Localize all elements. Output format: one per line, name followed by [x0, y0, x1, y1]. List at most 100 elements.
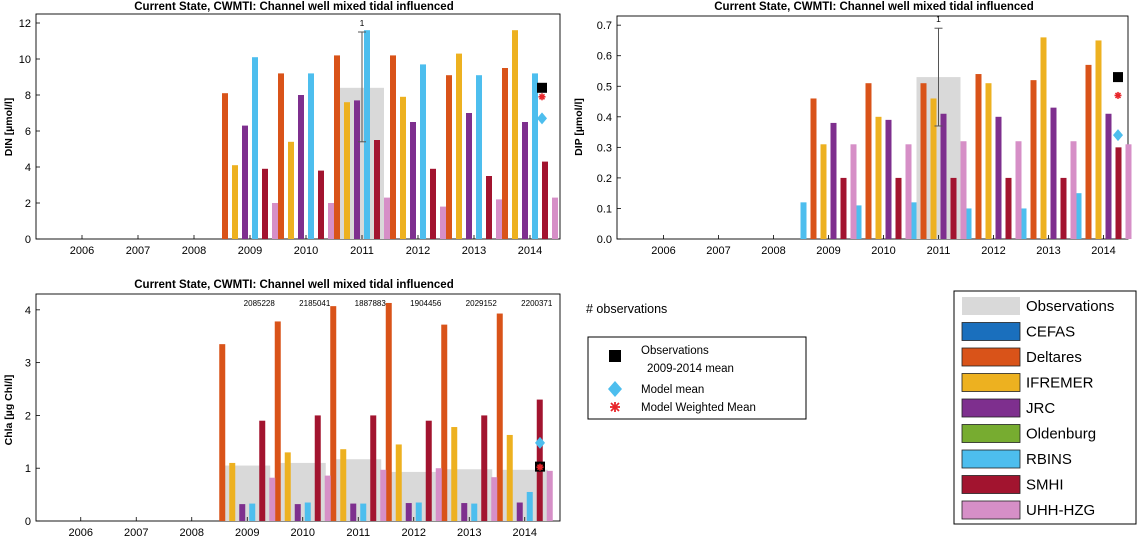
dip-bar-rbins — [1020, 208, 1027, 239]
din-y-tick-label: 12 — [19, 18, 31, 30]
dip-bar-uhh-hzg — [905, 144, 912, 239]
legend-swatch-deltares — [961, 347, 1021, 367]
legend-label-ifremer: IFREMER — [1026, 375, 1094, 392]
chla-bar-deltares — [219, 344, 226, 521]
chla-x-tick-label: 2008 — [180, 527, 204, 539]
din-observation-count: 1 — [360, 18, 365, 28]
chla-bar-rbins — [249, 503, 256, 521]
din-x-tick-label: 2009 — [238, 245, 262, 257]
dip-bar-deltares — [920, 83, 927, 240]
dip-bar-smhi — [840, 177, 847, 239]
dip-bar-ifremer — [1040, 37, 1047, 239]
chla-bar-smhi — [314, 415, 321, 521]
legend-label-oldenburg: Oldenburg — [1026, 426, 1096, 443]
dip-bar-ifremer — [930, 98, 937, 239]
chla-y-tick-label: 3 — [25, 358, 31, 370]
chla-bar-rbins — [304, 502, 311, 521]
dip-bar-jrc — [885, 119, 892, 239]
dip-bar-jrc — [1050, 107, 1057, 240]
dip-bar-jrc — [995, 116, 1002, 239]
din-x-tick-label: 2011 — [350, 245, 374, 257]
din-x-tick-label: 2014 — [518, 245, 542, 257]
din-bar-rbins — [532, 73, 538, 240]
dip-y-tick-label: 0.5 — [597, 81, 612, 93]
dip-bar-deltares — [865, 83, 872, 240]
din-bar-jrc — [354, 100, 360, 240]
dip-model-mean-marker — [1113, 129, 1123, 142]
model-legend: Observations CEFAS Deltares IFREMER JRC Olden… — [953, 290, 1137, 525]
marker-legend-box — [587, 336, 807, 420]
chla-bar-deltares — [385, 302, 392, 521]
chla-x-tick-label: 2010 — [291, 527, 315, 539]
dip-y-tick-label: 0.7 — [597, 20, 612, 32]
din-bar-uhh-hzg — [496, 199, 502, 239]
din-y-tick-label: 10 — [19, 54, 31, 66]
legend-swatch-oldenburg — [961, 424, 1021, 443]
din-bar-ifremer — [512, 30, 518, 240]
dip-bar-smhi — [950, 177, 957, 239]
din-bar-ifremer — [232, 165, 238, 239]
dip-bar-deltares — [1085, 64, 1092, 239]
din-y-tick-label: 8 — [25, 90, 31, 102]
chla-chart-title: Current State, CWMTI: Channel well mixed… — [134, 279, 453, 291]
din-obs-mean-marker — [537, 82, 547, 93]
dip-bar-jrc — [940, 113, 947, 239]
legend-swatch-uhh-hzg — [961, 500, 1021, 520]
chla-bar-jrc — [405, 503, 412, 521]
chla-bar-deltares — [330, 306, 337, 521]
din-bar-jrc — [298, 95, 304, 239]
chla-observation-count: 1887883 — [355, 299, 387, 308]
dip-bar-ifremer — [1095, 40, 1102, 239]
din-bar-deltares — [222, 93, 228, 239]
legend-label-cefas: CEFAS — [1026, 324, 1075, 341]
din-bar-deltares — [390, 55, 396, 240]
din-bar-jrc — [410, 122, 416, 239]
dip-x-tick-label: 2011 — [927, 245, 951, 257]
din-weighted-mean-marker — [538, 93, 546, 101]
din-x-tick-label: 2006 — [70, 245, 94, 257]
din-chart: Current State, CWMTI: Channel well mixed… — [3, 1, 561, 257]
dip-bar-ifremer — [985, 83, 992, 240]
chla-bar-smhi — [259, 420, 266, 521]
dip-y-tick-label: 0.3 — [597, 142, 612, 154]
chla-observation-count: 2200371 — [521, 299, 553, 308]
din-bar-jrc — [522, 122, 528, 239]
model-mean-legend-marker — [608, 381, 622, 397]
chla-bar-ifremer — [451, 427, 458, 521]
legend-label-uhh-hzg: UHH-HZG — [1026, 502, 1095, 519]
chla-x-tick-label: 2007 — [124, 527, 148, 539]
chla-bar-smhi — [481, 415, 488, 521]
legend-swatch-rbins — [961, 449, 1021, 469]
din-x-tick-label: 2012 — [406, 245, 430, 257]
chla-bar-ifremer — [506, 434, 513, 521]
chla-model-mean-marker — [535, 436, 545, 449]
dip-bar-jrc — [1105, 113, 1112, 239]
dip-y-tick-label: 0.6 — [597, 51, 612, 63]
din-bar-smhi — [430, 168, 436, 239]
dip-bar-ifremer — [820, 144, 827, 239]
din-bar-rbins — [364, 30, 370, 240]
legend-swatch-ifremer — [961, 373, 1021, 392]
dip-chart-title: Current State, CWMTI: Channel well mixed… — [714, 1, 1033, 13]
din-model-mean-marker — [537, 112, 547, 125]
dip-weighted-mean-marker — [1114, 91, 1122, 99]
din-y-tick-label: 0 — [25, 234, 31, 246]
dip-y-tick-label: 0.2 — [597, 173, 612, 185]
din-bar-jrc — [466, 113, 472, 239]
chla-y-tick-label: 4 — [25, 305, 31, 317]
dip-x-tick-label: 2009 — [816, 245, 840, 257]
chla-bar-deltares — [441, 324, 448, 521]
chla-bar-ifremer — [284, 452, 291, 521]
din-x-tick-label: 2007 — [126, 245, 150, 257]
chla-x-tick-label: 2014 — [513, 527, 537, 539]
dip-bar-rbins — [855, 205, 862, 239]
chla-x-tick-label: 2006 — [69, 527, 93, 539]
chla-observation-count: 2185041 — [299, 299, 331, 308]
dip-y-axis-label: DIP [µmol/l] — [573, 98, 585, 156]
dip-x-tick-label: 2010 — [871, 245, 895, 257]
legend-label-observations: Observations — [1026, 298, 1114, 315]
chla-bar-uhh-hzg — [269, 477, 276, 521]
chla-bar-uhh-hzg — [324, 475, 331, 521]
chla-bar-deltares — [274, 321, 281, 521]
